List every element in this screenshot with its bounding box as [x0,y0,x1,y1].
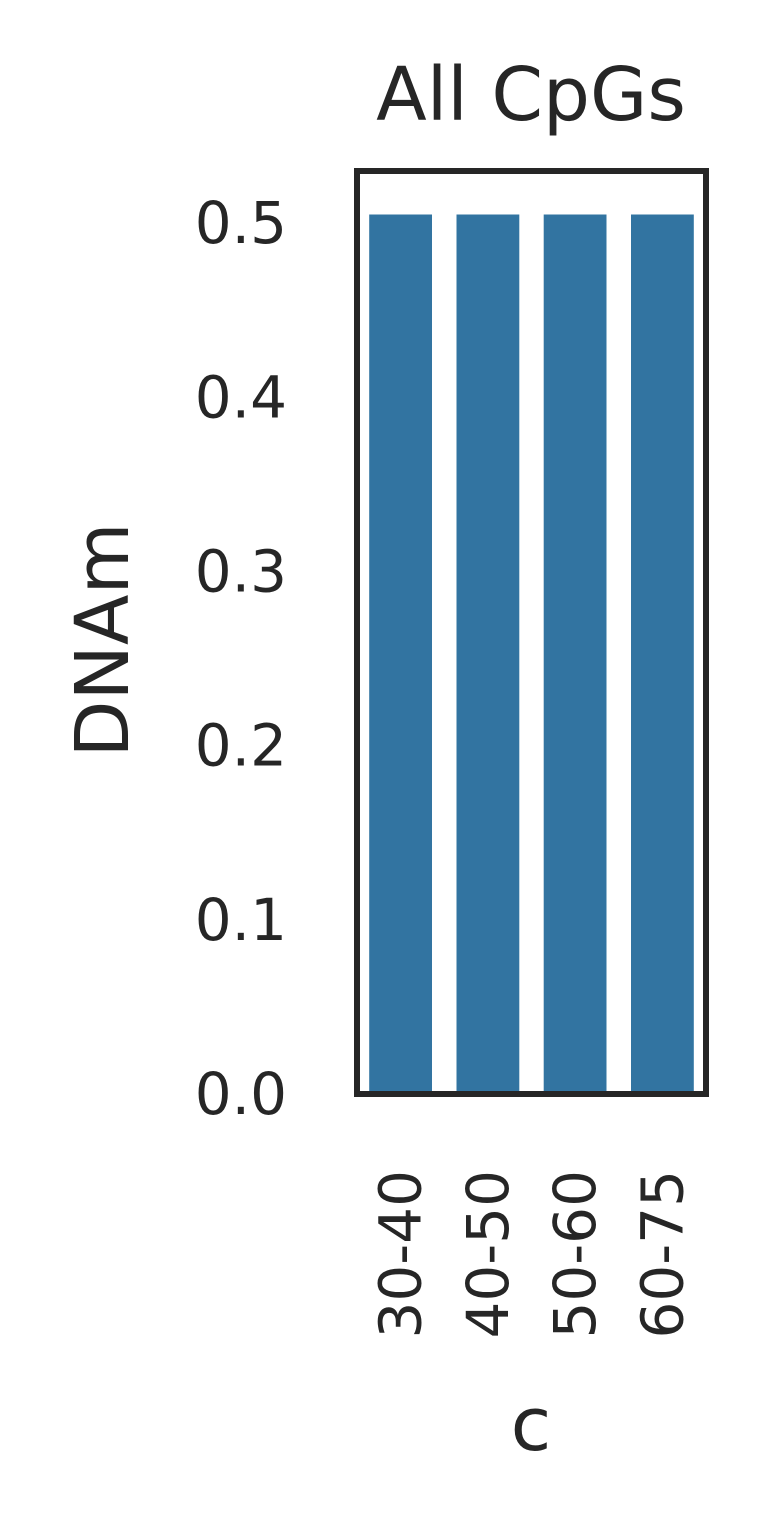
y-tick-label: 0.2 [195,712,287,780]
x-tick-label-40-50: 40-50 [454,1170,522,1339]
plot-frame [354,168,709,1097]
y-tick-labels: 0.0 0.1 0.2 0.3 0.4 0.5 [195,189,287,1128]
bar-50-60 [543,214,607,1094]
y-tick-label: 0.1 [195,886,287,954]
bar-group [369,214,694,1094]
x-tick-label-50-60: 50-60 [541,1170,609,1339]
y-tick-label: 0.3 [195,538,287,606]
chart-title: All CpGs [376,52,686,138]
x-tick-label-30-40: 30-40 [367,1170,435,1339]
bar-60-75 [631,214,694,1094]
bar-30-40 [369,214,432,1094]
x-tick-label-60-75: 60-75 [628,1170,696,1339]
y-tick-label: 0.5 [195,189,287,257]
y-tick-label: 0.0 [195,1060,287,1128]
y-tick-label: 0.4 [195,363,287,431]
x-axis-label: c [511,1382,552,1468]
x-tick-labels: 30-40 40-50 50-60 60-75 [367,1170,697,1339]
y-axis-label: DNAm [60,522,146,757]
bar-40-50 [456,214,520,1094]
